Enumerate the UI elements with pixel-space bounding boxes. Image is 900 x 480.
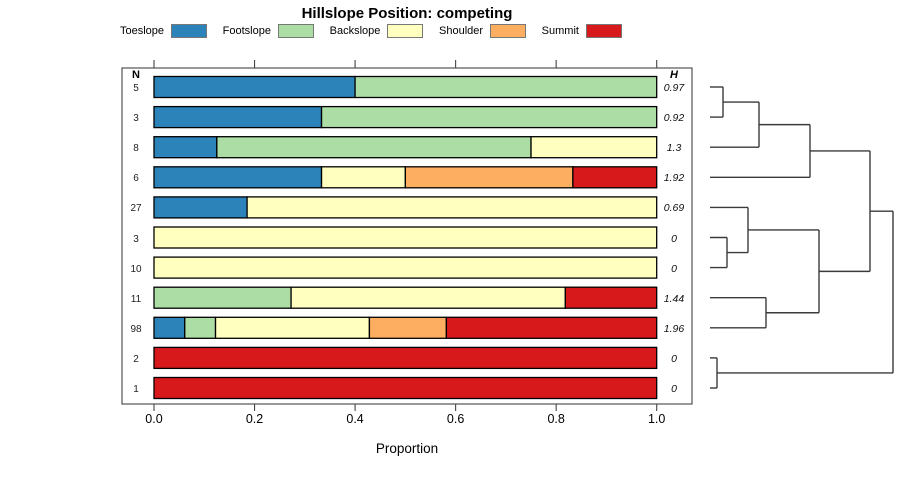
bar-segment-footslope bbox=[354, 75, 658, 99]
legend-item-summit: Summit bbox=[542, 24, 622, 38]
n-value: 98 bbox=[130, 323, 142, 335]
n-value: 5 bbox=[133, 83, 139, 94]
h-value: 1.44 bbox=[663, 292, 685, 305]
legend-swatch bbox=[490, 24, 527, 38]
h-column-header: H bbox=[670, 69, 678, 81]
x-tick-label: 0.8 bbox=[547, 412, 565, 426]
x-tick-label: 0.2 bbox=[245, 412, 264, 426]
bar-segment-backslope bbox=[246, 196, 658, 219]
legend-label: Summit bbox=[541, 25, 579, 37]
n-value: 8 bbox=[133, 143, 139, 155]
x-axis-title: Proportion bbox=[375, 441, 439, 456]
n-value: 3 bbox=[133, 113, 139, 125]
h-value: 0.69 bbox=[663, 202, 685, 215]
n-value: 11 bbox=[130, 293, 142, 305]
bar-segment-backslope bbox=[153, 256, 658, 279]
bar-segment-summit bbox=[445, 316, 658, 339]
bar-segment-summit bbox=[153, 376, 658, 400]
n-value: 27 bbox=[130, 203, 142, 215]
h-value: 1.92 bbox=[663, 172, 685, 185]
bar-segment-summit bbox=[153, 346, 658, 370]
h-value: 0.92 bbox=[663, 112, 685, 125]
h-value: 0 bbox=[671, 262, 677, 275]
bar-segment-shoulder bbox=[404, 166, 574, 189]
legend-item-footslope: Footslope bbox=[223, 24, 314, 38]
legend-label: Footslope bbox=[222, 25, 271, 37]
bar-segment-toeslope bbox=[153, 105, 323, 129]
n-value: 2 bbox=[133, 353, 139, 365]
n-value: 3 bbox=[133, 233, 139, 245]
legend-item-shoulder: Shoulder bbox=[439, 24, 527, 38]
bar-segment-summit bbox=[564, 286, 658, 309]
plot-box bbox=[121, 67, 693, 405]
legend-label: Shoulder bbox=[439, 25, 484, 37]
bar-segment-footslope bbox=[320, 105, 658, 129]
bar-segment-toeslope bbox=[153, 136, 218, 159]
chart-title: Hillslope Position: competing bbox=[301, 5, 513, 22]
bar-segment-shoulder bbox=[368, 316, 448, 339]
legend-swatch bbox=[171, 24, 208, 38]
bar-segment-backslope bbox=[214, 316, 371, 339]
h-value: 1.3 bbox=[666, 142, 682, 155]
n-value: 1 bbox=[133, 384, 139, 395]
bar-segment-footslope bbox=[216, 136, 532, 159]
x-tick-label: 0.6 bbox=[446, 412, 465, 426]
bar-segment-backslope bbox=[530, 136, 658, 159]
legend: Toeslope Footslope Backslope Shoulder Summit bbox=[120, 22, 622, 40]
legend-swatch bbox=[277, 24, 314, 38]
n-column-header: N bbox=[132, 69, 140, 81]
bar-segment-backslope bbox=[320, 166, 406, 189]
bar-segment-toeslope bbox=[153, 316, 186, 339]
bar-segment-toeslope bbox=[153, 196, 248, 219]
legend-label: Backslope bbox=[329, 25, 381, 37]
h-value: 0.97 bbox=[663, 82, 685, 94]
x-tick-label: 0.0 bbox=[145, 412, 163, 426]
h-value: 0 bbox=[671, 352, 677, 365]
h-value: 1.96 bbox=[663, 322, 685, 335]
legend-swatch bbox=[585, 24, 622, 38]
x-tick-label: 0.4 bbox=[346, 412, 364, 426]
bar-segment-footslope bbox=[184, 316, 217, 339]
bar-segment-toeslope bbox=[153, 166, 323, 189]
legend-swatch bbox=[387, 24, 424, 38]
n-value: 6 bbox=[133, 173, 139, 185]
h-value: 0 bbox=[671, 232, 677, 245]
n-value: 10 bbox=[130, 263, 142, 275]
legend-item-backslope: Backslope bbox=[330, 24, 424, 38]
legend-label: Toeslope bbox=[120, 25, 165, 37]
h-value: 0 bbox=[671, 383, 677, 395]
bar-segment-summit bbox=[572, 166, 658, 189]
x-tick-label: 1.0 bbox=[647, 412, 666, 426]
bar-segment-backslope bbox=[290, 286, 566, 309]
bar-segment-toeslope bbox=[153, 75, 356, 99]
bar-segment-footslope bbox=[153, 286, 292, 309]
legend-item-toeslope: Toeslope bbox=[120, 24, 208, 38]
bar-segment-backslope bbox=[153, 226, 658, 249]
